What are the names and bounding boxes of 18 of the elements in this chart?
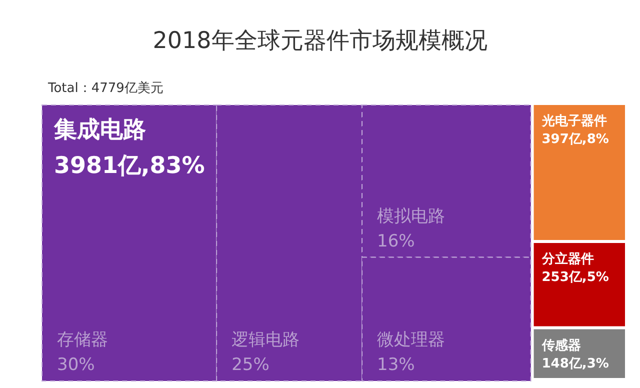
category-label: 分立器件 [540, 251, 594, 267]
category-label: 传感器 [540, 337, 581, 354]
data-label: 13% [377, 355, 415, 375]
data-label: 397亿,8% [542, 132, 609, 147]
category-label: 模拟电路 [377, 206, 446, 226]
data-label: 3981亿,83% [54, 153, 205, 179]
data-label: 16% [377, 231, 415, 252]
category-label: 逻辑电路 [232, 330, 300, 350]
data-label: 253亿,5% [542, 270, 609, 285]
text: 2018年全球元器件市场规模概况 [152, 28, 488, 54]
category-label: 光电子器件 [540, 114, 607, 129]
category-label: 集成电路 [53, 117, 146, 143]
data-label: 25% [232, 355, 270, 375]
data-label: 148亿,3% [542, 356, 609, 372]
category-label: 存储器 [57, 330, 108, 350]
data-label: 30% [57, 355, 95, 375]
category-label: 微处理器 [377, 330, 446, 350]
text: Total：4779亿美元 [47, 80, 164, 96]
